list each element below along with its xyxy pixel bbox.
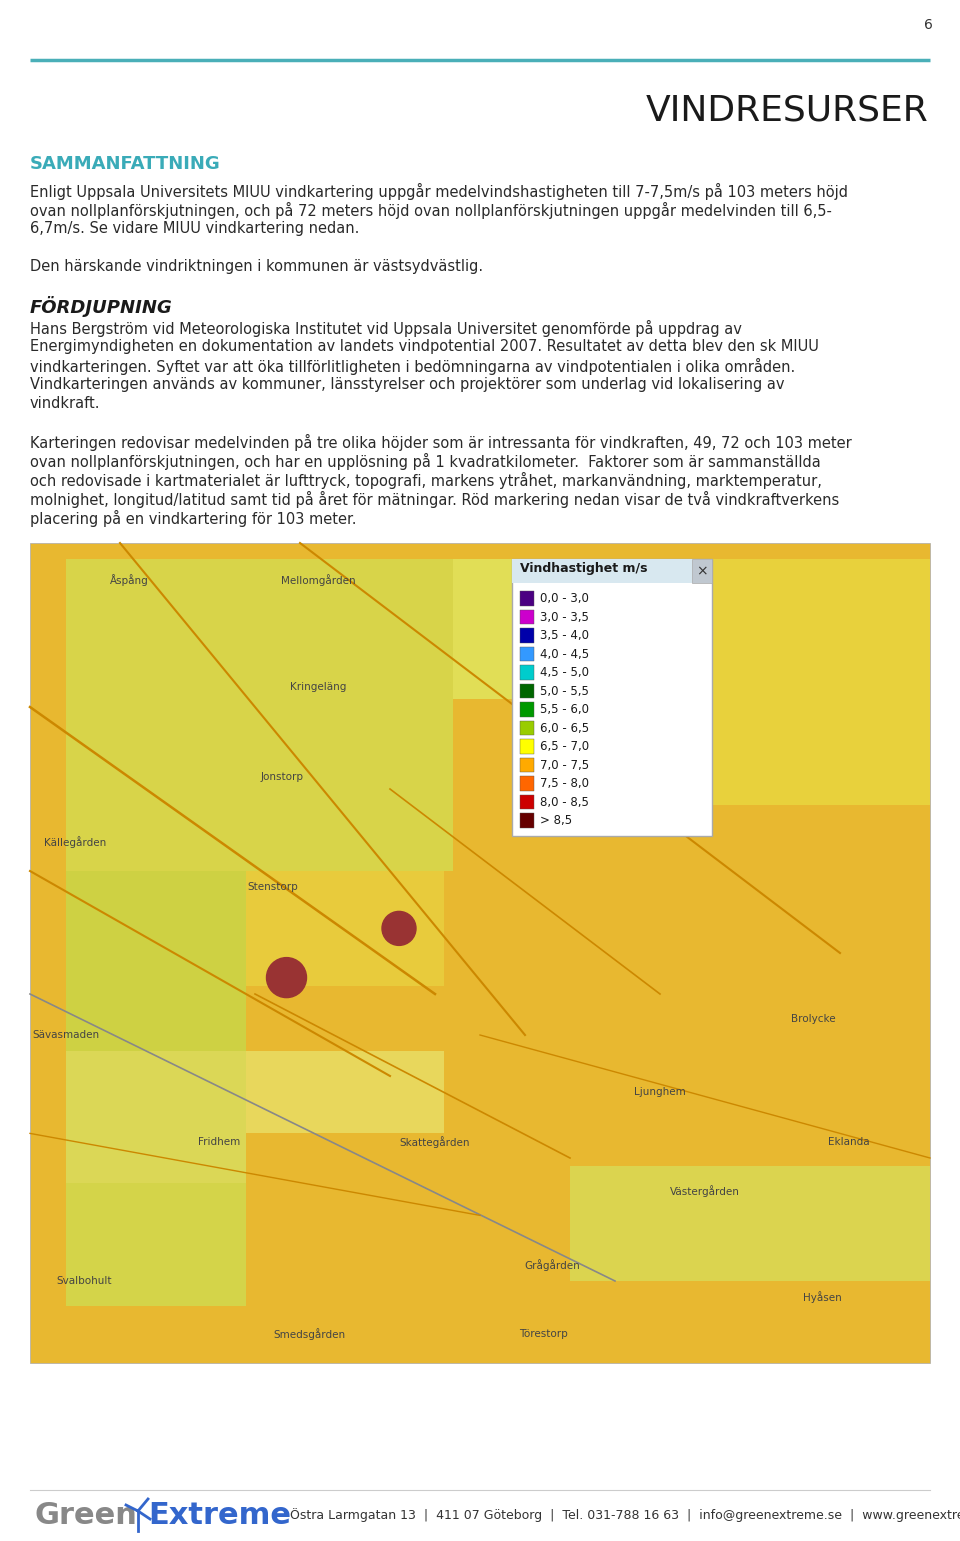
- Text: 6,5 - 7,0: 6,5 - 7,0: [540, 740, 588, 754]
- Bar: [453, 559, 678, 698]
- Text: molnighet, longitud/latitud samt tid på året för mätningar. Röd markering nedan : molnighet, longitud/latitud samt tid på …: [30, 492, 839, 509]
- Text: Källegården: Källegården: [44, 837, 107, 848]
- Text: Skattegården: Skattegården: [399, 1136, 470, 1148]
- Text: Ljunghem: Ljunghem: [635, 1088, 685, 1097]
- Bar: [66, 871, 246, 1051]
- Bar: [678, 559, 930, 806]
- Text: Sävasmaden: Sävasmaden: [33, 1029, 100, 1040]
- Text: 6,0 - 6,5: 6,0 - 6,5: [540, 721, 588, 735]
- Text: 4,0 - 4,5: 4,0 - 4,5: [540, 647, 588, 661]
- Bar: [519, 758, 534, 772]
- Bar: [519, 721, 534, 735]
- Bar: [519, 647, 534, 661]
- Text: Svalbohult: Svalbohult: [57, 1276, 111, 1287]
- Text: 4,5 - 5,0: 4,5 - 5,0: [540, 666, 588, 680]
- Text: Vindkarteringen används av kommuner, länsstyrelser och projektörer som underlag : Vindkarteringen används av kommuner, län…: [30, 378, 784, 391]
- Text: 6,7m/s. Se vidare MIUU vindkartering nedan.: 6,7m/s. Se vidare MIUU vindkartering ned…: [30, 220, 359, 236]
- Text: Vindhastighet m/s: Vindhastighet m/s: [519, 562, 647, 575]
- Bar: [691, 559, 711, 584]
- Text: Östra Larmgatan 13  |  411 07 Göteborg  |  Tel. 031-788 16 63  |  info@greenextr: Östra Larmgatan 13 | 411 07 Göteborg | T…: [290, 1509, 960, 1523]
- Bar: [519, 814, 534, 828]
- Bar: [570, 1167, 930, 1281]
- Text: Västergården: Västergården: [670, 1185, 740, 1197]
- Text: vindkarteringen. Syftet var att öka tillförlitligheten i bedömningarna av vindpo: vindkarteringen. Syftet var att öka till…: [30, 358, 795, 374]
- Bar: [66, 559, 453, 871]
- Text: Törestorp: Törestorp: [518, 1330, 567, 1339]
- Text: Grågården: Grågården: [524, 1259, 580, 1270]
- Text: vindkraft.: vindkraft.: [30, 396, 101, 411]
- Bar: [66, 1051, 246, 1182]
- Text: placering på en vindkartering för 103 meter.: placering på en vindkartering för 103 me…: [30, 510, 356, 527]
- Text: ×: ×: [696, 564, 708, 578]
- Text: ovan nollplanförskjutningen, och på 72 meters höjd ovan nollplanförskjutningen u: ovan nollplanförskjutningen, och på 72 m…: [30, 202, 832, 219]
- Text: Fridhem: Fridhem: [198, 1137, 240, 1147]
- Bar: [246, 871, 444, 986]
- Bar: [519, 610, 534, 624]
- Text: Es: Es: [672, 575, 684, 586]
- Bar: [519, 684, 534, 698]
- Text: Enligt Uppsala Universitets MIUU vindkartering uppgår medelvindshastigheten till: Enligt Uppsala Universitets MIUU vindkar…: [30, 183, 848, 200]
- Text: 3,5 - 4,0: 3,5 - 4,0: [540, 629, 588, 643]
- Text: 5,5 - 6,0: 5,5 - 6,0: [540, 703, 588, 717]
- Circle shape: [267, 957, 306, 997]
- Text: Jonstorp: Jonstorp: [260, 772, 303, 781]
- Bar: [66, 1182, 246, 1305]
- Text: SAMMANFATTNING: SAMMANFATTNING: [30, 156, 221, 173]
- Bar: [30, 542, 930, 1362]
- Text: Smedsgården: Smedsgården: [273, 1328, 345, 1341]
- Bar: [519, 740, 534, 754]
- Text: 0,0 - 3,0: 0,0 - 3,0: [540, 592, 588, 606]
- Text: 8,0 - 8,5: 8,0 - 8,5: [540, 795, 588, 809]
- Text: Hyåsen: Hyåsen: [803, 1291, 841, 1304]
- Text: Hans Bergström vid Meteorologiska Institutet vid Uppsala Universitet genomförde : Hans Bergström vid Meteorologiska Instit…: [30, 321, 742, 337]
- Text: Mellomgården: Mellomgården: [280, 573, 355, 586]
- Text: Åspång: Åspång: [109, 573, 149, 586]
- Text: Energimyndigheten en dokumentation av landets vindpotential 2007. Resultatet av : Energimyndigheten en dokumentation av la…: [30, 339, 819, 354]
- Text: Extreme: Extreme: [148, 1501, 291, 1530]
- Text: Stenstorp: Stenstorp: [248, 883, 299, 892]
- Text: > 8,5: > 8,5: [540, 814, 571, 828]
- Text: Kringeläng: Kringeläng: [290, 681, 347, 692]
- Text: 7,0 - 7,5: 7,0 - 7,5: [540, 758, 588, 772]
- Text: Gongstorp: Gongstorp: [542, 641, 597, 650]
- Text: 7,5 - 8,0: 7,5 - 8,0: [540, 777, 588, 791]
- Bar: [512, 559, 711, 835]
- Bar: [519, 777, 534, 791]
- Text: 6: 6: [924, 18, 932, 32]
- Text: FÖRDJUPNING: FÖRDJUPNING: [30, 296, 173, 317]
- Circle shape: [382, 911, 416, 945]
- Text: och redovisade i kartmaterialet är lufttryck, topografi, markens ytråhet, markan: och redovisade i kartmaterialet är luftt…: [30, 472, 822, 488]
- Text: Eklanda: Eklanda: [828, 1137, 870, 1147]
- Bar: [519, 592, 534, 606]
- Text: Brolycke: Brolycke: [791, 1014, 835, 1023]
- Bar: [246, 1051, 444, 1133]
- Text: Green: Green: [35, 1501, 138, 1530]
- Text: 3,0 - 3,5: 3,0 - 3,5: [540, 610, 588, 624]
- Text: Karteringen redovisar medelvinden på tre olika höjder som är intressanta för vin: Karteringen redovisar medelvinden på tre…: [30, 435, 852, 452]
- Bar: [519, 795, 534, 809]
- Text: ovan nollplanförskjutningen, och har en upplösning på 1 kvadratkilometer.  Fakto: ovan nollplanförskjutningen, och har en …: [30, 453, 821, 470]
- Text: Den härskande vindriktningen i kommunen är västsydvästlig.: Den härskande vindriktningen i kommunen …: [30, 259, 483, 274]
- Bar: [519, 703, 534, 717]
- Bar: [512, 559, 711, 584]
- Bar: [519, 629, 534, 643]
- Text: 5,0 - 5,5: 5,0 - 5,5: [540, 684, 588, 698]
- Bar: [519, 666, 534, 680]
- Text: VINDRESURSER: VINDRESURSER: [645, 92, 928, 126]
